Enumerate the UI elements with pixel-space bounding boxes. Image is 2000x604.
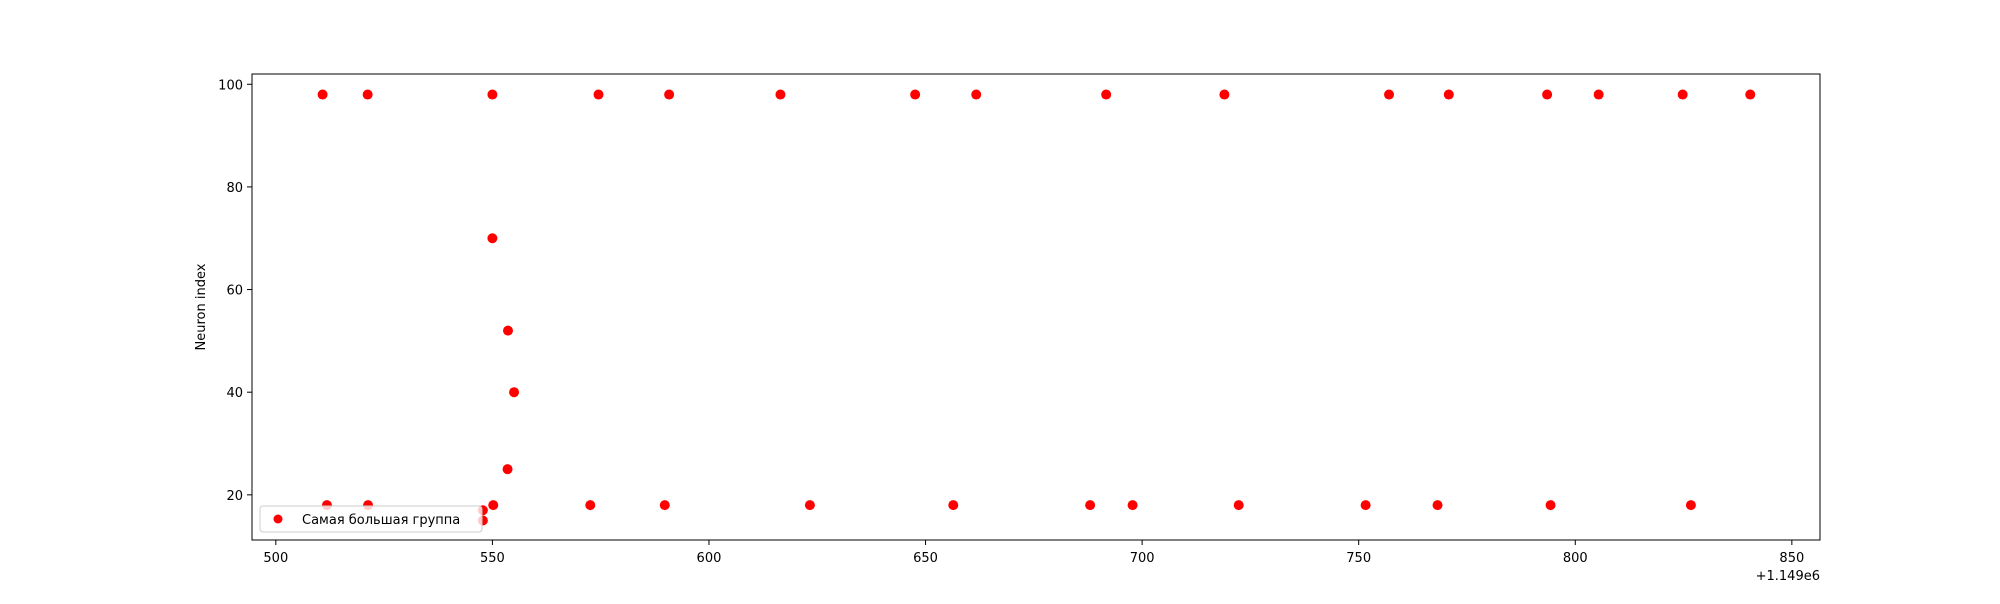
legend-marker xyxy=(273,514,283,524)
data-point xyxy=(775,89,786,100)
legend-label: Самая большая группа xyxy=(302,513,460,528)
data-point xyxy=(1545,500,1556,511)
data-point xyxy=(1127,500,1138,511)
plot-frame xyxy=(251,73,1821,541)
data-point xyxy=(910,89,921,100)
data-point xyxy=(502,464,513,475)
data-point xyxy=(1542,89,1553,100)
y-tick-label: 40 xyxy=(226,386,243,401)
data-point xyxy=(948,500,959,511)
x-tick-label: 850 xyxy=(1779,551,1804,566)
data-point xyxy=(1443,89,1454,100)
data-point xyxy=(502,325,513,336)
y-tick-label: 80 xyxy=(226,181,243,196)
data-point xyxy=(664,89,675,100)
x-tick-label: 500 xyxy=(263,551,288,566)
data-point xyxy=(487,233,498,244)
y-tick-label: 20 xyxy=(226,489,243,504)
data-point xyxy=(1233,500,1244,511)
x-tick-label: 700 xyxy=(1130,551,1155,566)
y-tick-label: 60 xyxy=(226,284,243,299)
y-axis-label: Neuron index xyxy=(194,263,209,350)
data-point xyxy=(1432,500,1443,511)
data-point xyxy=(509,387,520,398)
data-point xyxy=(1593,89,1604,100)
data-point xyxy=(1101,89,1112,100)
legend-box xyxy=(259,505,483,533)
y-axis: 20 40 60 80 100 xyxy=(218,78,252,504)
data-point xyxy=(317,89,328,100)
data-point xyxy=(487,89,498,100)
x-tick-label: 600 xyxy=(697,551,722,566)
data-point xyxy=(659,500,670,511)
x-tick-label: 550 xyxy=(480,551,505,566)
data-point xyxy=(1677,89,1688,100)
data-point xyxy=(1085,500,1096,511)
data-point xyxy=(1685,500,1696,511)
data-point xyxy=(971,89,982,100)
x-tick-label: 750 xyxy=(1346,551,1371,566)
data-point xyxy=(1219,89,1230,100)
data-point xyxy=(804,500,815,511)
data-point xyxy=(1384,89,1395,100)
data-point xyxy=(593,89,604,100)
data-point xyxy=(585,500,596,511)
legend: Самая большая группа xyxy=(259,505,483,533)
x-tick-label: 650 xyxy=(913,551,938,566)
x-axis: 500 550 600 650 700 750 800 850 xyxy=(263,540,1804,566)
data-point xyxy=(1360,500,1371,511)
x-tick-label: 800 xyxy=(1563,551,1588,566)
data-point xyxy=(488,500,499,511)
x-axis-offset-label: +1.149e6 xyxy=(1756,569,1820,584)
data-point xyxy=(362,89,373,100)
y-tick-label: 100 xyxy=(218,78,243,93)
data-point xyxy=(1745,89,1756,100)
